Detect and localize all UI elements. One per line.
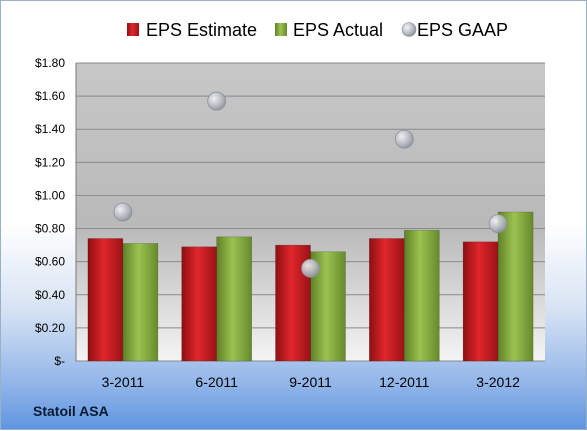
bar-eps-estimate-12-2011	[368, 238, 405, 362]
x-tick-label: 12-2011	[379, 374, 430, 390]
y-axis: $- $0.20 $0.40 $0.60 $0.80 $1.00 $1.20 $1.40 $1.…	[35, 56, 77, 368]
y-tick-label: $1.00	[35, 188, 65, 202]
point-eps-gaap-3-2012	[488, 214, 508, 233]
point-eps-gaap-9-2011	[301, 258, 320, 278]
legend-swatch-eps-gaap	[401, 22, 417, 37]
legend-swatch-eps-actual	[275, 23, 287, 36]
legend-label-eps-actual: EPS Actual	[293, 20, 383, 40]
x-tick-label: 3-2011	[102, 374, 145, 390]
y-tick-label: $0.80	[35, 222, 65, 236]
y-tick-label: $0.20	[35, 321, 65, 335]
x-axis: 3-2011 6-2011 9-2011 12-2011 3-2012	[102, 374, 520, 390]
bar-eps-actual-6-2011	[216, 236, 252, 362]
legend-label-eps-estimate: EPS Estimate	[146, 20, 257, 40]
y-tick-label: $1.80	[35, 56, 65, 70]
legend: EPS Estimate EPS Actual EPS GAAP	[127, 20, 508, 40]
point-eps-gaap-3-2011	[113, 202, 133, 222]
bar-eps-estimate-6-2011	[181, 246, 217, 362]
legend-swatch-eps-estimate	[127, 23, 139, 36]
bar-group	[87, 211, 534, 362]
bar-eps-actual-12-2011	[403, 229, 440, 362]
x-tick-label: 3-2012	[476, 374, 520, 390]
legend-label-eps-gaap: EPS GAAP	[417, 20, 508, 40]
y-tick-label: $1.60	[35, 89, 65, 103]
point-eps-gaap-6-2011	[207, 91, 227, 111]
x-tick-label: 9-2011	[289, 374, 332, 390]
x-tick-label: 6-2011	[195, 374, 238, 390]
bar-eps-actual-9-2011	[310, 251, 346, 362]
y-tick-label: $1.40	[35, 122, 65, 136]
y-tick-label: $0.40	[35, 288, 65, 302]
bar-eps-estimate-3-2012	[462, 241, 499, 362]
bar-eps-estimate-3-2011	[87, 238, 124, 362]
y-tick-label: $-	[54, 354, 65, 368]
y-tick-label: $0.60	[35, 255, 65, 269]
gaap-points	[113, 91, 508, 278]
bar-eps-actual-3-2012	[497, 211, 534, 362]
company-name: Statoil ASA	[33, 403, 109, 419]
y-tick-label: $1.20	[35, 155, 65, 169]
point-eps-gaap-12-2011	[394, 129, 414, 149]
bar-eps-actual-3-2011	[122, 243, 159, 362]
